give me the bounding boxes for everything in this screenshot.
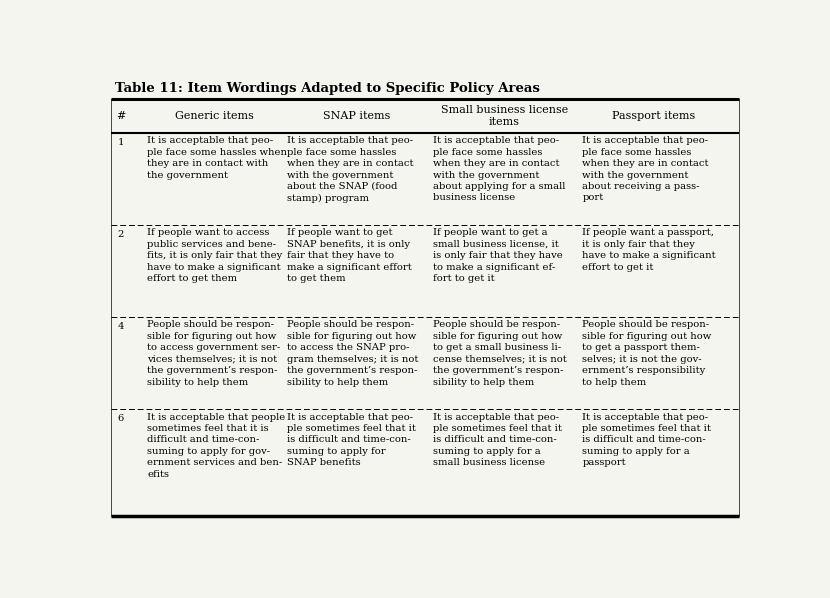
Text: Small business license
items: Small business license items (441, 105, 568, 127)
Text: People should be respon-
sible for figuring out how
to access the SNAP pro-
gram: People should be respon- sible for figur… (287, 321, 418, 387)
Text: 1: 1 (117, 138, 124, 147)
Text: It is acceptable that peo-
ple face some hassles
when they are in contact
with t: It is acceptable that peo- ple face some… (583, 136, 709, 203)
Text: If people want to get
SNAP benefits, it is only
fair that they have to
make a si: If people want to get SNAP benefits, it … (287, 228, 412, 283)
Text: 2: 2 (117, 230, 124, 239)
Text: It is acceptable that peo-
ple sometimes feel that it
is difficult and time-con-: It is acceptable that peo- ple sometimes… (433, 413, 562, 467)
Text: If people want to access
public services and bene-
fits, it is only fair that th: If people want to access public services… (148, 228, 283, 283)
Text: Table 11: Item Wordings Adapted to Specific Policy Areas: Table 11: Item Wordings Adapted to Speci… (115, 82, 540, 95)
Text: It is acceptable that peo-
ple face some hassles
when they are in contact
with t: It is acceptable that peo- ple face some… (287, 136, 413, 203)
Text: It is acceptable that peo-
ple face some hassles
when they are in contact
with t: It is acceptable that peo- ple face some… (433, 136, 565, 203)
Text: It is acceptable that peo-
ple sometimes feel that it
is difficult and time-con-: It is acceptable that peo- ple sometimes… (583, 413, 711, 467)
Text: If people want a passport,
it is only fair that they
have to make a significant
: If people want a passport, it is only fa… (583, 228, 716, 271)
Text: Passport items: Passport items (612, 111, 696, 121)
Text: 6: 6 (117, 414, 124, 423)
Text: Generic items: Generic items (174, 111, 253, 121)
Text: If people want to get a
small business license, it
is only fair that they have
t: If people want to get a small business l… (433, 228, 563, 283)
Text: SNAP items: SNAP items (323, 111, 391, 121)
Text: People should be respon-
sible for figuring out how
to access government ser-
vi: People should be respon- sible for figur… (148, 321, 281, 387)
Text: It is acceptable that peo-
ple face some hassles when
they are in contact with
t: It is acceptable that peo- ple face some… (148, 136, 287, 179)
Text: People should be respon-
sible for figuring out how
to get a small business li-
: People should be respon- sible for figur… (433, 321, 567, 387)
Text: #: # (116, 111, 126, 121)
Text: People should be respon-
sible for figuring out how
to get a passport them-
selv: People should be respon- sible for figur… (583, 321, 711, 387)
Text: 4: 4 (117, 322, 124, 331)
Text: It is acceptable that people
sometimes feel that it is
difficult and time-con-
s: It is acceptable that people sometimes f… (148, 413, 286, 479)
Text: It is acceptable that peo-
ple sometimes feel that it
is difficult and time-con-: It is acceptable that peo- ple sometimes… (287, 413, 416, 467)
